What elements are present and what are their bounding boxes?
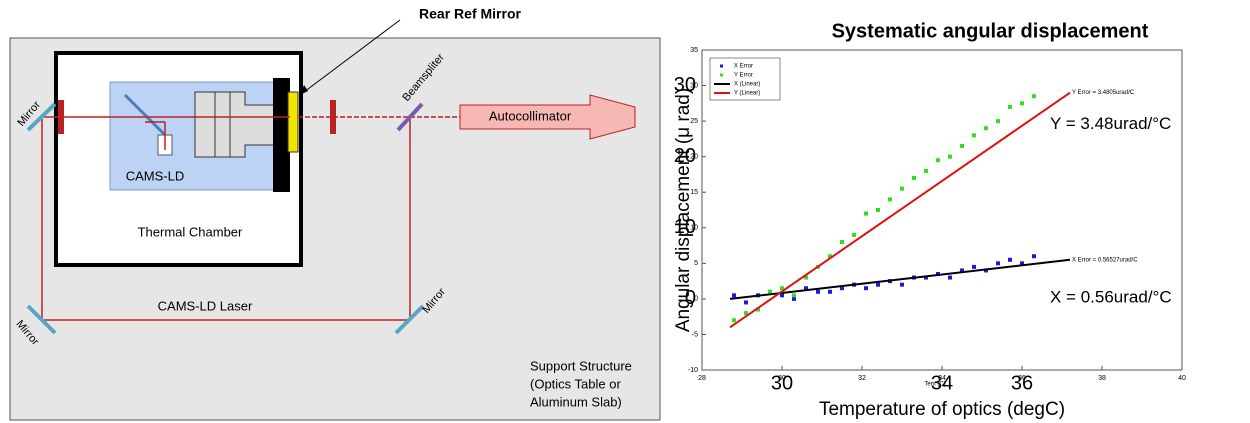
x-tick-label: 28 <box>698 375 706 382</box>
fit-annotation: Y = 3.48urad/°C <box>1050 114 1171 133</box>
page: Rear Ref Mirror Mirror Mirror Mirror Bea… <box>0 0 1250 423</box>
support-label: (Optics Table or <box>530 376 621 391</box>
x-tick-label: 32 <box>858 375 866 382</box>
legend-marker <box>720 65 723 68</box>
rear-ref-mirror <box>288 92 298 152</box>
x-axis-label: Temperature of optics (degC) <box>819 399 1065 420</box>
x-tick-label-large: 36 <box>1011 372 1033 394</box>
mount <box>273 78 290 192</box>
point <box>972 133 976 137</box>
legend-label: Y Error <box>734 73 753 79</box>
point <box>900 187 904 191</box>
x-tick-label: 40 <box>1178 375 1186 382</box>
point <box>924 169 928 173</box>
point <box>996 119 1000 123</box>
legend-marker <box>720 74 723 77</box>
y-tick-label-large: 0 <box>685 287 696 309</box>
legend-label: Y (Linear) <box>734 91 760 97</box>
chart: Systematic angular displacement Temperatu… <box>673 20 1186 420</box>
point <box>936 158 940 162</box>
point <box>828 290 832 294</box>
window <box>330 100 336 134</box>
point <box>1032 94 1036 98</box>
point <box>744 300 748 304</box>
fit-label: Y Error = 3.4805urad/C <box>1072 90 1135 96</box>
y-tick-label-large: 30 <box>674 74 696 96</box>
point <box>948 276 952 280</box>
point <box>732 293 736 297</box>
support-label: Aluminum Slab) <box>530 394 622 409</box>
point <box>792 297 796 301</box>
point <box>840 240 844 244</box>
point <box>1008 258 1012 262</box>
fit-annotation: X = 0.56urad/°C <box>1050 287 1172 306</box>
point <box>732 318 736 322</box>
y-tick-label: 25 <box>690 118 698 125</box>
point <box>996 261 1000 265</box>
chart-title: Systematic angular displacement <box>832 20 1149 42</box>
laser-label: CAMS-LD Laser <box>158 298 253 313</box>
y-tick-label-large: 20 <box>674 145 696 167</box>
window <box>58 100 64 134</box>
point <box>876 208 880 212</box>
legend-label: X (Linear) <box>734 82 760 88</box>
fit-label: X Error = 0.56527urad/C <box>1072 257 1138 263</box>
y-tick-label: -10 <box>688 367 698 374</box>
point <box>852 233 856 237</box>
instrument-label: CAMS-LD <box>126 168 185 183</box>
point <box>984 126 988 130</box>
y-tick-label: 5 <box>694 260 698 267</box>
support-label: Support Structure <box>530 358 632 373</box>
y-tick-label: 15 <box>690 189 698 196</box>
y-tick-label: -5 <box>692 331 698 338</box>
point <box>1020 101 1024 105</box>
legend-label: X Error <box>734 64 753 70</box>
autocollimator-label: Autocollimator <box>489 108 572 123</box>
point <box>1032 254 1036 258</box>
diagram: Rear Ref Mirror Mirror Mirror Mirror Bea… <box>10 6 660 420</box>
point <box>972 265 976 269</box>
point <box>960 144 964 148</box>
chamber-label: Thermal Chamber <box>138 224 243 239</box>
callout-label: Rear Ref Mirror <box>419 6 521 22</box>
point <box>864 212 868 216</box>
point <box>888 197 892 201</box>
point <box>900 283 904 287</box>
point <box>948 155 952 159</box>
point <box>912 176 916 180</box>
point <box>792 293 796 297</box>
point <box>876 283 880 287</box>
y-tick-label: 35 <box>690 47 698 54</box>
x-tick-label-large: 30 <box>771 372 793 394</box>
point <box>864 286 868 290</box>
point <box>816 290 820 294</box>
x-tick-label-large: 34 <box>931 372 953 394</box>
point <box>1008 105 1012 109</box>
x-tick-label: 38 <box>1098 375 1106 382</box>
y-tick-label-large: 10 <box>674 216 696 238</box>
